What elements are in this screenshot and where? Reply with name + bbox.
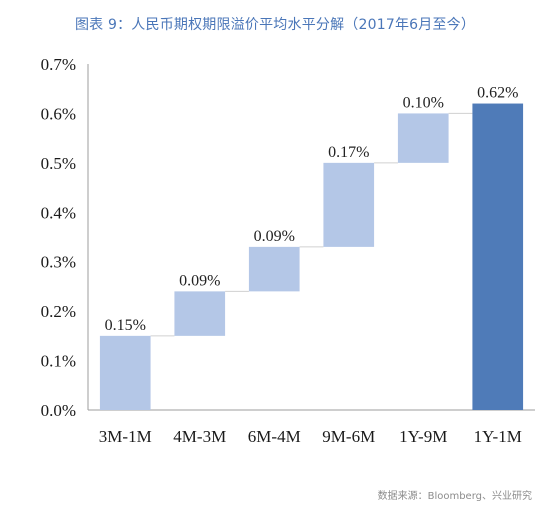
waterfall-bar	[397, 113, 449, 163]
data-label: 0.09%	[179, 272, 220, 289]
y-tick-label: 0.7%	[41, 55, 76, 74]
y-tick-label: 0.3%	[41, 253, 76, 272]
data-label: 0.10%	[403, 94, 444, 111]
data-label: 0.17%	[328, 144, 369, 161]
x-tick-label: 4M-3M	[173, 427, 226, 446]
y-tick-label: 0.0%	[41, 401, 76, 420]
y-tick-label: 0.6%	[41, 104, 76, 123]
chart-caption: 图表 9：人民币期权期限溢价平均水平分解（2017年6月至今）	[74, 17, 476, 33]
waterfall-bar	[323, 162, 375, 247]
total-bar	[472, 103, 524, 411]
x-tick-label: 1Y-1M	[474, 427, 522, 446]
waterfall-bar	[174, 291, 226, 336]
waterfall-bar	[99, 335, 151, 410]
y-tick-label: 0.5%	[41, 154, 76, 173]
x-tick-label: 6M-4M	[248, 427, 301, 446]
data-label: 0.15%	[105, 317, 146, 334]
y-tick-label: 0.4%	[41, 203, 76, 222]
data-label: 0.62%	[477, 85, 518, 102]
x-tick-label: 1Y-9M	[399, 427, 447, 446]
y-tick-label: 0.2%	[41, 302, 76, 321]
source-note: 数据来源：Bloomberg、兴业研究	[377, 491, 532, 502]
y-tick-label: 0.1%	[41, 352, 76, 371]
waterfall-bar	[248, 246, 300, 292]
data-label: 0.09%	[254, 228, 295, 245]
x-tick-label: 3M-1M	[99, 427, 152, 446]
x-tick-label: 9M-6M	[322, 427, 375, 446]
